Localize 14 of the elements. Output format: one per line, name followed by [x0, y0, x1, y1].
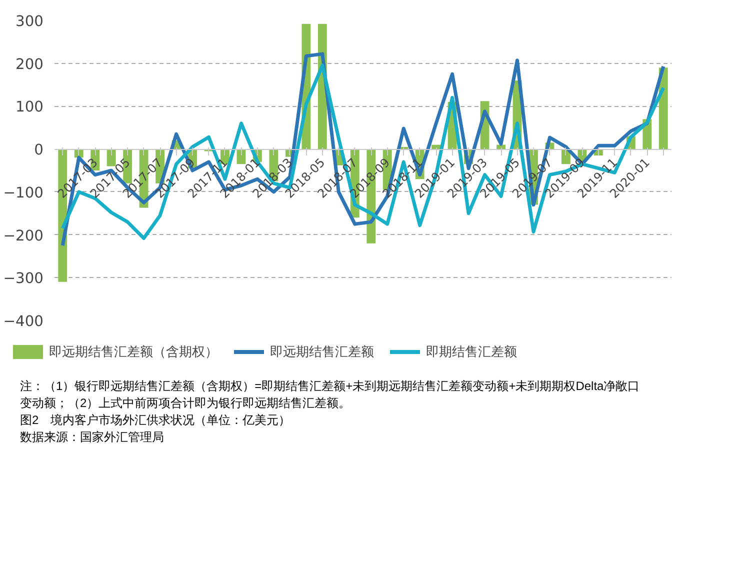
legend-label: 即期结售汇差额: [425, 345, 517, 360]
text: 注：（1）银行即远期结售汇差额（含期权）=即期结售汇差额+未到期远期结售汇差额变动额+未到期期权Delta净敞口变动额；（2）上式中前两项合计即为银行即远期结售汇差额。: [20, 378, 641, 412]
legend-label: 即远期结售汇差额（含期权）: [48, 345, 218, 360]
y-tick-label: 100: [16, 98, 44, 116]
y-tick-label: −100: [3, 184, 44, 202]
y-tick-label: 300: [16, 13, 44, 30]
source-note: 数据来源：国家外汇管理局: [20, 428, 165, 446]
legend-label: 即远期结售汇差额: [269, 345, 374, 360]
y-tick-label: −200: [3, 227, 44, 244]
y-tick-label: −300: [3, 270, 44, 288]
y-tick-label: 0: [34, 142, 44, 159]
y-tick-label: −400: [3, 313, 44, 330]
y-tick-label: 200: [16, 56, 44, 73]
text: 图2 境内客户市场外汇供求状况（单位：亿美元）: [20, 412, 292, 429]
